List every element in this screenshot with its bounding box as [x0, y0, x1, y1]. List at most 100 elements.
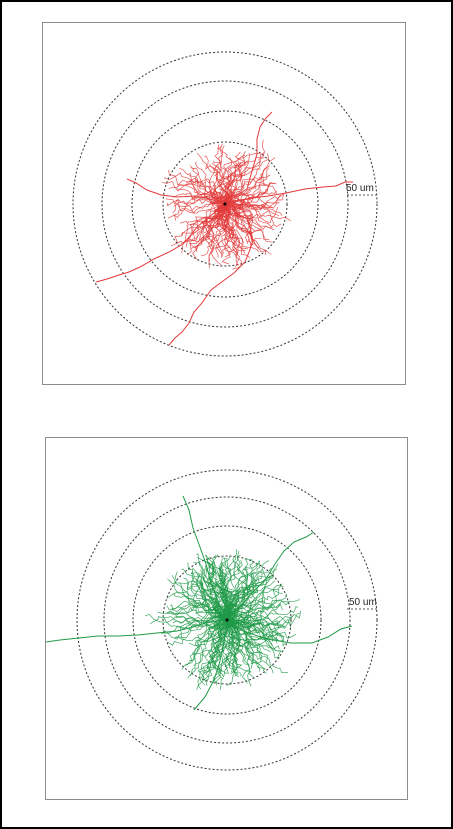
ring-4	[76, 469, 378, 771]
ring-3	[103, 496, 351, 744]
track	[224, 203, 251, 258]
track	[224, 152, 265, 205]
track	[188, 619, 230, 647]
track	[224, 203, 242, 270]
track-long-1	[46, 619, 228, 643]
track	[226, 563, 279, 621]
scale-label: 50 um	[349, 597, 377, 608]
track-long-3	[226, 531, 315, 621]
scale-bar: 50 um	[346, 183, 378, 196]
track	[166, 601, 228, 621]
track	[189, 619, 228, 676]
track	[194, 203, 226, 249]
ring-1	[162, 555, 292, 685]
track	[171, 603, 228, 621]
track	[200, 619, 232, 672]
track	[224, 167, 269, 205]
track	[208, 160, 226, 205]
scale-bar: 50 um	[347, 597, 378, 610]
track	[223, 203, 240, 266]
track	[191, 573, 230, 621]
ring-2	[131, 110, 319, 298]
bottom-tracks	[144, 549, 302, 691]
track	[224, 203, 267, 256]
track	[161, 180, 226, 205]
track	[162, 611, 228, 640]
track-long-3	[168, 203, 254, 346]
track	[207, 562, 228, 621]
track	[218, 619, 234, 673]
track	[186, 203, 226, 256]
track	[167, 170, 226, 205]
track	[226, 619, 283, 641]
track	[224, 202, 280, 217]
track	[193, 562, 228, 621]
ring-2	[132, 525, 322, 715]
ring-3	[101, 80, 349, 328]
track	[215, 203, 231, 258]
track-long-4	[226, 619, 353, 644]
track	[176, 188, 226, 205]
track-long-2	[224, 111, 273, 205]
track	[224, 203, 272, 255]
track	[212, 561, 228, 621]
track	[189, 165, 226, 205]
track-long-1	[95, 203, 226, 283]
track	[224, 203, 253, 246]
track	[179, 203, 226, 225]
concentric-rings	[76, 469, 378, 771]
track	[188, 203, 226, 260]
track	[226, 619, 274, 674]
track	[164, 175, 226, 205]
track	[173, 203, 226, 221]
long-tracks-bottom	[46, 495, 353, 711]
track	[226, 605, 299, 624]
track	[166, 610, 228, 628]
track	[222, 557, 236, 621]
track	[226, 611, 279, 625]
ring-4	[72, 51, 378, 357]
track	[214, 157, 233, 205]
origin-point	[223, 202, 227, 206]
track	[224, 153, 269, 205]
track	[167, 196, 226, 209]
track	[224, 182, 276, 205]
track	[207, 203, 226, 262]
track	[224, 151, 246, 205]
top-trajectory-plot: 50 um	[72, 51, 378, 357]
top-trajectory-panel: 50 um	[42, 22, 406, 385]
track	[226, 585, 266, 622]
track-long-5	[126, 178, 226, 205]
track	[204, 555, 228, 621]
track	[219, 160, 249, 205]
track	[200, 203, 226, 257]
track	[174, 619, 228, 639]
track	[226, 575, 273, 621]
track	[220, 619, 233, 677]
track	[226, 619, 280, 650]
track	[211, 554, 241, 621]
track	[210, 619, 228, 683]
track-long-4	[224, 181, 353, 205]
track	[222, 203, 252, 244]
track	[170, 203, 227, 247]
track	[225, 619, 239, 678]
track	[226, 566, 244, 621]
track	[224, 203, 275, 231]
track	[227, 612, 301, 628]
track	[226, 560, 261, 621]
track-long-2	[182, 495, 228, 621]
track	[191, 619, 228, 655]
track	[186, 177, 226, 205]
track	[226, 619, 241, 677]
track	[224, 562, 259, 621]
track	[187, 562, 228, 621]
track	[192, 574, 227, 621]
track	[225, 567, 272, 621]
bottom-trajectory-panel: 50 um	[45, 437, 408, 800]
origin-point	[225, 618, 229, 622]
track	[172, 593, 228, 621]
ring-1	[162, 141, 288, 267]
long-tracks-top	[95, 111, 353, 346]
